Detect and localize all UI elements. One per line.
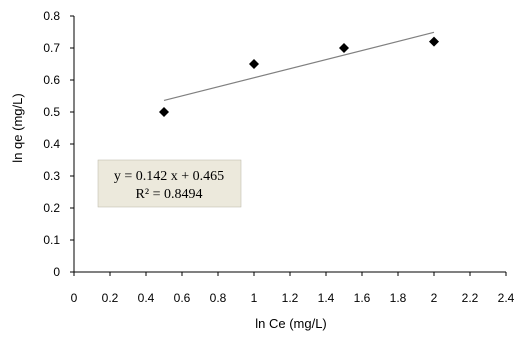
y-tick-label: 0 xyxy=(53,265,60,279)
x-tick-label: 2 xyxy=(431,291,438,305)
y-tick-label: 0.7 xyxy=(43,41,60,55)
plot-area xyxy=(73,16,506,273)
y-tick-label: 0.1 xyxy=(43,233,60,247)
x-tick-label: 1.4 xyxy=(318,291,335,305)
x-tick-label: 2.2 xyxy=(462,291,479,305)
x-tick-label: 0 xyxy=(71,291,78,305)
trendline-layer xyxy=(163,31,435,102)
data-point xyxy=(429,36,439,47)
y-tick-label: 0.3 xyxy=(43,169,60,183)
data-point xyxy=(339,43,349,53)
x-tick-label: 0.4 xyxy=(138,291,155,305)
data-points xyxy=(159,36,439,117)
y-axis-title: ln qe (mg/L) xyxy=(10,93,25,162)
y-ticks: 0 0.1 0.2 0.3 0.4 0.5 0.6 0.7 0.8 xyxy=(43,9,74,279)
x-tick-label: 1.6 xyxy=(354,291,371,305)
trendline xyxy=(163,31,435,102)
x-axis-title: ln Ce (mg/L) xyxy=(255,316,327,331)
x-ticks: 0 0.2 0.4 0.6 0.8 1 1.2 1.4 1.6 1.8 2 2.2 2.4 xyxy=(71,272,515,305)
x-tick-label: 0.6 xyxy=(174,291,191,305)
y-tick-label: 0.5 xyxy=(43,105,60,119)
y-tick-label: 0.2 xyxy=(43,201,60,215)
x-tick-label: 0.2 xyxy=(102,291,119,305)
equation-text: y = 0.142 x + 0.465 xyxy=(114,169,224,184)
data-point xyxy=(159,107,169,117)
data-point xyxy=(249,59,259,69)
x-tick-label: 1.2 xyxy=(282,291,299,305)
x-tick-label: 0.8 xyxy=(210,291,227,305)
x-tick-label: 1 xyxy=(251,291,258,305)
r-squared-text: R² = 0.8494 xyxy=(136,187,203,202)
x-tick-label: 2.4 xyxy=(498,291,515,305)
y-tick-label: 0.4 xyxy=(43,137,60,151)
equation-box: y = 0.142 x + 0.465 R² = 0.8494 xyxy=(97,159,242,208)
y-tick-label: 0.8 xyxy=(43,9,60,23)
y-tick-label: 0.6 xyxy=(43,73,60,87)
x-tick-label: 1.8 xyxy=(390,291,407,305)
equation-box-bg xyxy=(97,159,242,208)
